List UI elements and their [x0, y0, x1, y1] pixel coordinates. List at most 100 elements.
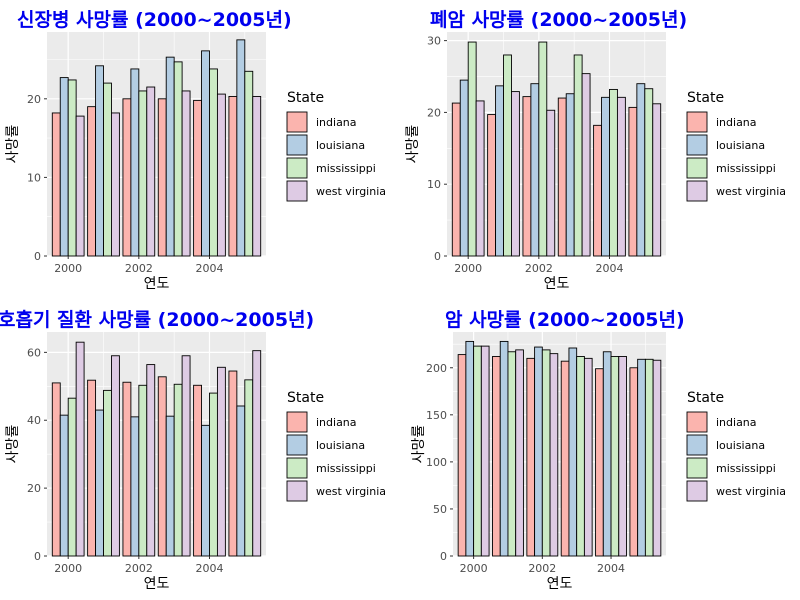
legend-key-indiana: [286, 411, 308, 433]
chart-title: 신장병 사망률 (2000~2005년): [17, 9, 292, 31]
bar-west-virginia-2000: [75, 341, 85, 557]
bar-louisiana-2000: [59, 77, 69, 257]
bar-mississippi-2001: [103, 389, 112, 557]
bar-louisiana-2001: [495, 85, 504, 257]
panel-1: 신장병 사망률 (2000~2005년) 0 10 20 2000 2002 2004 연도 사…: [5, 9, 386, 292]
bar-louisiana-2005: [236, 39, 246, 257]
legend-key-louisiana: [286, 134, 308, 156]
legend-key-mississippi: [686, 157, 708, 179]
bar-indiana-2001: [487, 114, 497, 257]
bar-indiana-2004: [193, 99, 202, 257]
bar-mississippi-2001: [103, 82, 112, 257]
bar-indiana-2004: [193, 384, 202, 557]
bar-indiana-2004: [595, 368, 604, 557]
legend-title: State: [687, 90, 724, 106]
bar-louisiana-2001: [95, 65, 104, 257]
legend-key-west-virginia: [286, 480, 308, 502]
bar-indiana-2002: [522, 96, 532, 257]
bar-indiana-2005: [629, 367, 639, 557]
legend-label: louisiana: [716, 139, 765, 152]
legend-label: louisiana: [316, 139, 365, 152]
legend-key-west-virginia: [686, 180, 708, 202]
y-tick-label: 0: [34, 550, 41, 563]
bar-mississippi-2001: [507, 351, 517, 557]
legend-label: west virginia: [316, 185, 386, 198]
y-tick-label: 30: [427, 35, 441, 48]
x-tick-label: 2004: [195, 262, 223, 275]
panel-2: 폐암 사망률 (2000~2005년) 0 10 20 30 2000 2002 2004 연도…: [405, 9, 786, 292]
y-tick-label: 10: [427, 178, 441, 191]
y-tick-label: 150: [426, 409, 447, 422]
bar-indiana-2000: [51, 112, 61, 257]
legend-key-indiana: [686, 411, 708, 433]
bar-louisiana-2005: [236, 405, 246, 557]
bar-mississippi-2000: [473, 345, 482, 557]
bar-indiana-2001: [87, 379, 97, 557]
bar-louisiana-2003: [565, 93, 575, 257]
y-axis-label: 사망률: [5, 125, 21, 164]
legend-label: louisiana: [316, 439, 365, 452]
bar-mississippi-2005: [244, 379, 254, 557]
legend-key-indiana: [686, 111, 708, 133]
bar-louisiana-2002: [534, 346, 543, 557]
x-tick-label: 2002: [528, 562, 556, 575]
legend-key-mississippi: [686, 457, 708, 479]
bar-mississippi-2003: [173, 383, 183, 557]
chart-title: 호흡기 질환 사망률 (2000~2005년): [0, 308, 314, 331]
bar-west-virginia-2000: [75, 115, 85, 257]
y-tick-label: 0: [34, 250, 41, 263]
bar-mississippi-2005: [244, 70, 254, 257]
x-tick-label: 2000: [460, 562, 488, 575]
x-tick-label: 2000: [54, 562, 82, 575]
bar-mississippi-2001: [503, 54, 512, 257]
bar-louisiana-2000: [59, 414, 69, 557]
bar-west-virginia-2002: [146, 364, 156, 557]
x-tick-label: 2002: [525, 262, 553, 275]
chart-title: 폐암 사망률 (2000~2005년): [430, 9, 687, 31]
bar-indiana-2003: [157, 376, 167, 557]
bar-west-virginia-2003: [181, 90, 191, 257]
legend-label: indiana: [716, 116, 757, 129]
legend-label: louisiana: [716, 439, 765, 452]
bar-mississippi-2004: [610, 356, 620, 557]
bar-mississippi-2000: [67, 397, 77, 557]
legend-label: indiana: [316, 116, 357, 129]
bar-indiana-2005: [228, 95, 238, 257]
bar-indiana-2003: [560, 360, 570, 557]
x-tick-label: 2004: [595, 262, 623, 275]
bar-indiana-2002: [122, 381, 132, 557]
bar-mississippi-2005: [644, 88, 654, 257]
bar-west-virginia-2003: [583, 357, 593, 557]
bar-west-virginia-2004: [216, 93, 226, 257]
bar-west-virginia-2005: [652, 103, 662, 257]
legend-title: State: [287, 90, 324, 106]
legend-key-mississippi: [286, 157, 308, 179]
bar-louisiana-2000: [459, 79, 469, 257]
y-tick-label: 0: [440, 550, 447, 563]
bar-louisiana-2001: [95, 409, 104, 557]
x-tick-label: 2000: [454, 262, 482, 275]
legend-key-mississippi: [286, 457, 308, 479]
legend-key-louisiana: [686, 134, 708, 156]
x-tick-label: 2000: [54, 262, 82, 275]
bar-louisiana-2004: [201, 424, 210, 557]
bar-louisiana-2005: [636, 83, 646, 257]
bar-indiana-2005: [628, 106, 638, 257]
legend-key-louisiana: [686, 434, 708, 456]
bar-west-virginia-2002: [546, 109, 556, 257]
bar-mississippi-2005: [644, 358, 654, 557]
bar-mississippi-2003: [573, 54, 583, 257]
bar-louisiana-2002: [130, 416, 140, 557]
x-axis-label: 연도: [547, 576, 573, 592]
bar-louisiana-2003: [165, 56, 175, 257]
bar-west-virginia-2005: [252, 95, 262, 257]
bar-louisiana-2004: [601, 96, 610, 257]
bar-indiana-2003: [157, 98, 167, 257]
bar-louisiana-2000: [465, 340, 475, 557]
bar-west-virginia-2001: [111, 112, 120, 257]
bar-louisiana-2004: [201, 50, 210, 257]
bar-indiana-2000: [51, 382, 61, 557]
y-tick-label: 40: [27, 414, 41, 427]
legend-label: indiana: [716, 416, 757, 429]
bar-west-virginia-2004: [616, 96, 626, 257]
